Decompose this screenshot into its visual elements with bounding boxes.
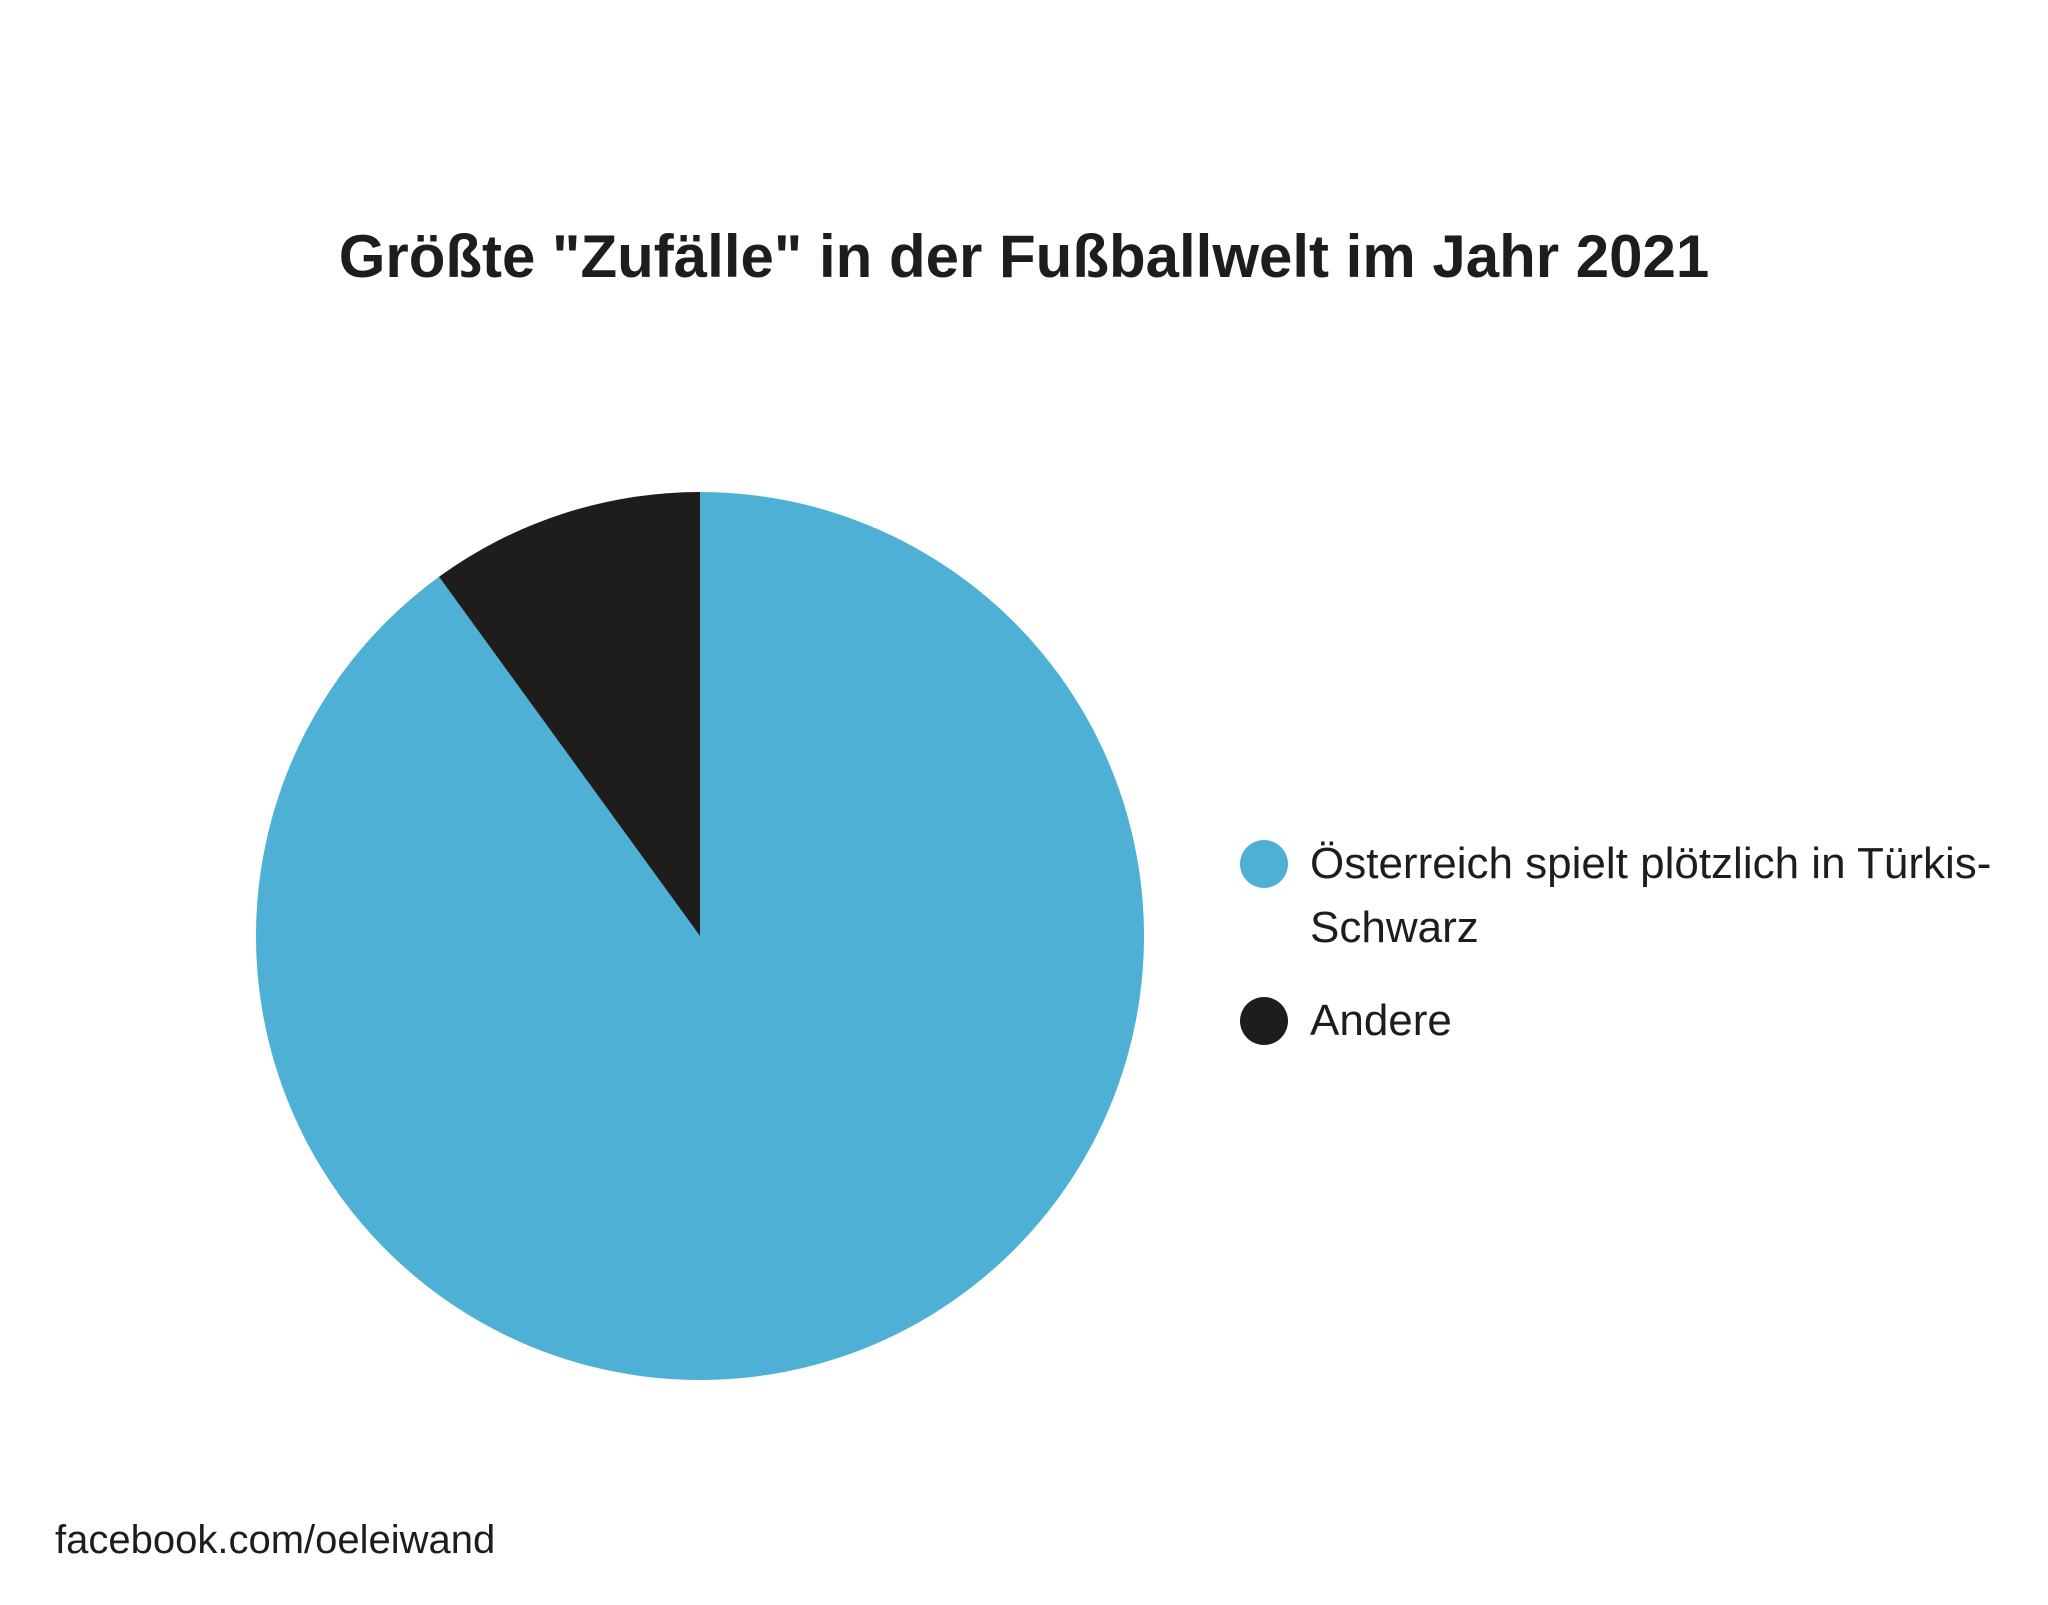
legend-label: Österreich spielt plötzlich in Türkis-Sc… <box>1310 839 1992 952</box>
legend-item: Österreich spielt plötzlich in Türkis-Sc… <box>1240 836 2040 960</box>
legend-swatch <box>1240 997 1288 1045</box>
pie-slice <box>255 492 1144 1381</box>
chart-title: Größte "Zufälle" in der Fußballwelt im J… <box>338 223 1710 290</box>
legend-swatch <box>1240 840 1288 888</box>
legend-label: Andere <box>1310 996 1452 1045</box>
source: facebook.com/oeleiwand <box>55 1518 496 1562</box>
pie-slice <box>439 492 700 936</box>
legend-item: Andere <box>1240 993 2040 1053</box>
